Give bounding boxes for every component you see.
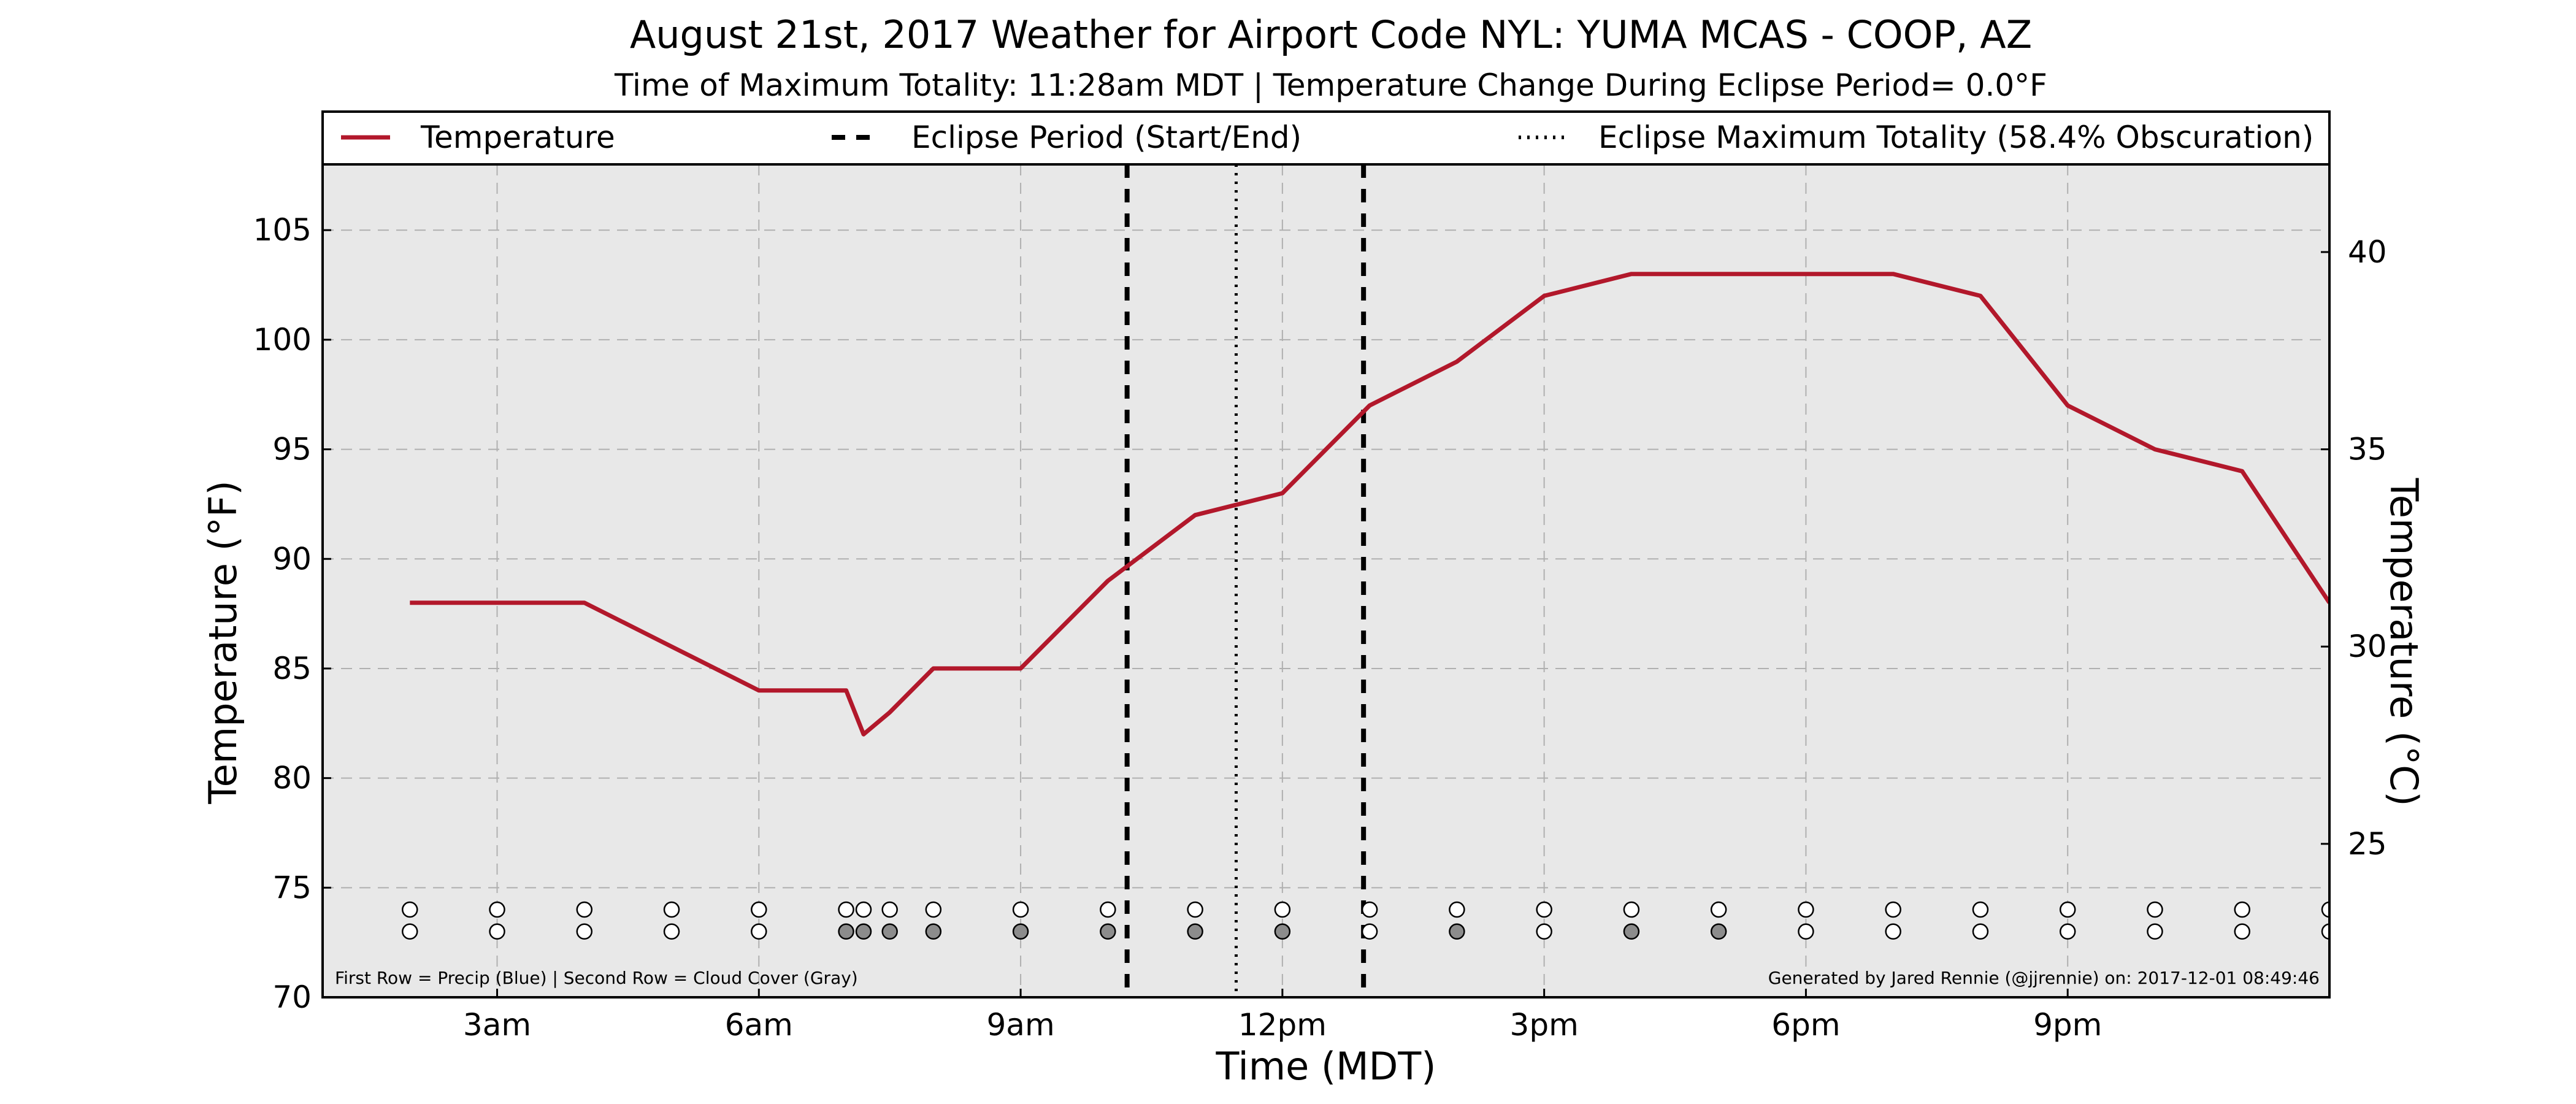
y-axis-label: Temperature (°F) — [201, 480, 245, 804]
temperature-line — [410, 272, 2329, 737]
x-tick-label: 6am — [725, 1007, 793, 1043]
precip-marker — [2234, 901, 2250, 918]
legend-box — [321, 110, 2331, 166]
y-tick-label: 90 — [272, 541, 312, 577]
observation-markers — [402, 901, 2329, 940]
precip-marker — [2059, 901, 2076, 918]
precip-marker — [925, 901, 942, 918]
cloud-cover-marker — [1361, 923, 1378, 940]
precip-marker — [838, 901, 854, 918]
precip-marker — [1623, 901, 1640, 918]
cloud-cover-marker — [1187, 923, 1203, 940]
x-tick-label: 9pm — [2033, 1007, 2102, 1043]
precip-marker — [855, 901, 872, 918]
y-tick-label: 75 — [272, 870, 312, 905]
cloud-cover-marker — [855, 923, 872, 940]
cloud-cover-marker — [2059, 923, 2076, 940]
precip-marker — [881, 901, 898, 918]
cloud-cover-marker — [881, 923, 898, 940]
cloud-cover-marker — [1274, 923, 1291, 940]
y-right-tick-label: 30 — [2348, 629, 2387, 664]
precip-marker — [1449, 901, 1465, 918]
x-tick-label: 9am — [987, 1007, 1055, 1043]
cloud-cover-marker — [402, 923, 418, 940]
plot-area — [323, 164, 2329, 997]
y-tick-label: 105 — [253, 212, 312, 248]
precip-marker — [663, 901, 680, 918]
x-tick-labels: 3am 6am 9am 12pm 3pm 6pm 9pm — [463, 989, 2102, 1043]
x-tick-label: 3pm — [1510, 1007, 1579, 1043]
cloud-cover-marker — [2321, 923, 2329, 940]
cloud-cover-marker — [838, 923, 854, 940]
cloud-cover-marker — [576, 923, 593, 940]
x-axis-label: Time (MDT) — [1216, 1044, 1436, 1089]
y-axis-label-right: Temperature (°C) — [2382, 477, 2426, 806]
precip-marker — [1885, 901, 1901, 918]
cloud-cover-marker — [1536, 923, 1552, 940]
cloud-cover-marker — [1449, 923, 1465, 940]
precip-marker — [1187, 901, 1203, 918]
precip-marker — [576, 901, 593, 918]
cloud-cover-marker — [1100, 923, 1116, 940]
x-tick-label: 3am — [463, 1007, 531, 1043]
cloud-cover-marker — [1885, 923, 1901, 940]
precip-marker — [2321, 901, 2329, 918]
chart-title: August 21st, 2017 Weather for Airport Co… — [630, 12, 2032, 57]
precip-marker — [1012, 901, 1029, 918]
legend-label-eclipse-period: Eclipse Period (Start/End) — [911, 120, 1301, 155]
cloud-cover-marker — [751, 923, 767, 940]
y-tick-label: 85 — [272, 651, 312, 686]
y-right-tick-label: 25 — [2348, 826, 2387, 862]
precip-marker — [1710, 901, 1727, 918]
x-tick-label: 12pm — [1238, 1007, 1327, 1043]
y-tick-label: 100 — [253, 322, 312, 358]
cloud-cover-marker — [925, 923, 942, 940]
chart-subtitle: Time of Maximum Totality: 11:28am MDT | … — [614, 67, 2047, 103]
y-right-tick-label: 40 — [2348, 234, 2387, 270]
precip-marker — [1536, 901, 1552, 918]
y-tick-label: 70 — [272, 979, 312, 1015]
y-tick-labels: 70 75 80 85 90 95 100 105 — [253, 212, 331, 1015]
cloud-cover-marker — [1798, 923, 1814, 940]
cloud-cover-marker — [489, 923, 505, 940]
y-tick-label: 95 — [272, 432, 312, 467]
cloud-cover-marker — [1012, 923, 1029, 940]
cloud-cover-marker — [1972, 923, 1989, 940]
precip-marker — [1798, 901, 1814, 918]
temperature-series — [410, 272, 2329, 737]
cloud-cover-marker — [1623, 923, 1640, 940]
precip-marker — [2147, 901, 2163, 918]
legend-label-temperature: Temperature — [420, 120, 615, 155]
precip-marker — [1100, 901, 1116, 918]
cloud-cover-marker — [2147, 923, 2163, 940]
y-right-tick-labels: 25 30 35 40 — [2321, 234, 2387, 862]
cloud-cover-marker — [2234, 923, 2250, 940]
legend-label-eclipse-max: Eclipse Maximum Totality (58.4% Obscurat… — [1598, 120, 2313, 155]
cloud-cover-marker — [1710, 923, 1727, 940]
y-tick-label: 80 — [272, 761, 312, 796]
footnote-left: First Row = Precip (Blue) | Second Row =… — [335, 968, 858, 988]
precip-marker — [1274, 901, 1291, 918]
precip-marker — [1972, 901, 1989, 918]
y-right-tick-label: 35 — [2348, 432, 2387, 467]
precip-marker — [1361, 901, 1378, 918]
eclipse-lines — [1124, 164, 1367, 997]
cloud-cover-marker — [663, 923, 680, 940]
legend: Temperature Eclipse Period (Start/End) E… — [321, 110, 2331, 166]
x-tick-label: 6pm — [1771, 1007, 1840, 1043]
precip-marker — [489, 901, 505, 918]
precip-marker — [751, 901, 767, 918]
precip-marker — [402, 901, 418, 918]
footnote-right: Generated by Jared Rennie (@jjrennie) on… — [1768, 968, 2320, 988]
